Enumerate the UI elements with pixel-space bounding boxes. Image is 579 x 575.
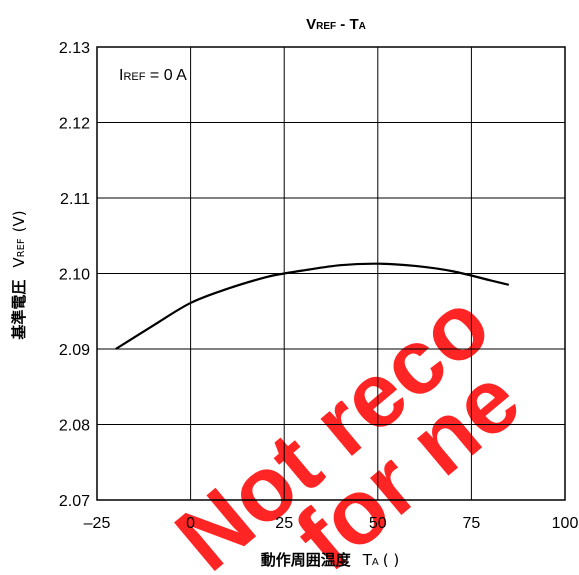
y-tick-label: 2.11 — [60, 191, 90, 208]
x-tick-label: 75 — [463, 515, 481, 532]
y-tick-label: 2.07 — [59, 493, 90, 510]
y-tick-label: 2.13 — [59, 40, 90, 57]
plot-frame — [96, 46, 566, 501]
x-tick-label: 25 — [275, 515, 293, 532]
x-tick-label: 100 — [552, 515, 579, 532]
x-tick-label: 50 — [369, 515, 387, 532]
watermark: Not reco for ne — [157, 272, 538, 575]
y-tick-labels: 2.13 2.12 2.11 2.10 2.09 2.08 2.07 — [59, 40, 90, 510]
x-tick-labels: –25 0 25 50 75 100 — [84, 515, 579, 532]
x-axis-label: 動作周囲温度 TA( ) — [261, 551, 400, 569]
x-tick-label: –25 — [84, 515, 111, 532]
x-tick-label: 0 — [186, 515, 195, 532]
y-tick-label: 2.09 — [59, 342, 90, 359]
condition-annotation: IREF = 0 A — [119, 67, 187, 84]
y-tick-label: 2.08 — [59, 418, 90, 435]
grid — [97, 47, 565, 500]
y-tick-label: 2.10 — [59, 267, 90, 284]
y-tick-label: 2.12 — [59, 116, 90, 133]
series-line-vref — [115, 262, 510, 350]
y-axis-label: 基準電圧VREF(V) — [10, 210, 28, 340]
chart-title: VREF - TA — [306, 16, 366, 33]
